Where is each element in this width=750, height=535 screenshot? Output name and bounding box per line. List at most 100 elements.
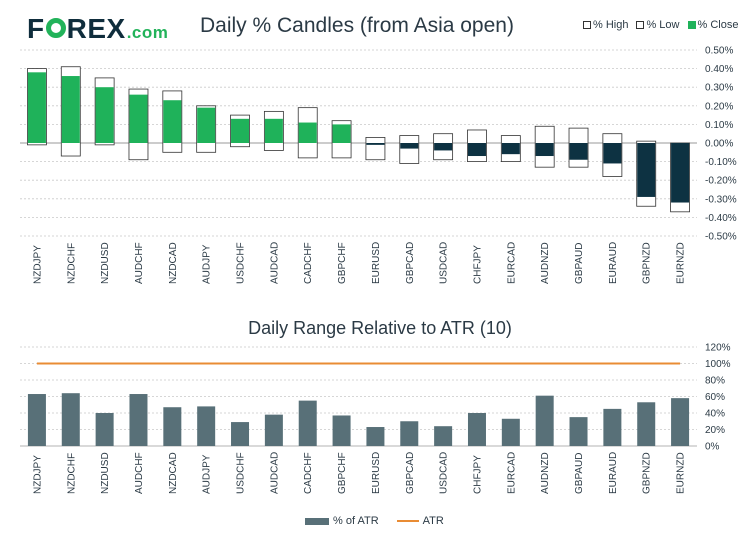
candle-category-label: GBPNZD bbox=[642, 242, 653, 284]
atr-category-label: NZDCHF bbox=[66, 453, 77, 494]
legend-atr-bar: % of ATR bbox=[305, 515, 379, 527]
candle-body bbox=[637, 143, 656, 197]
atr-bar bbox=[264, 414, 283, 446]
atr-ytick-label: 120% bbox=[705, 343, 731, 354]
candle-ytick-label: -0.10% bbox=[705, 157, 737, 168]
candle-range bbox=[399, 135, 420, 164]
candles-title: Daily % Candles (from Asia open) bbox=[200, 14, 514, 37]
forex-logo: F REX.com bbox=[27, 13, 168, 49]
candle-body bbox=[129, 94, 148, 143]
candle-body bbox=[27, 72, 46, 143]
candle-category-label: EURNZD bbox=[676, 242, 687, 284]
candle-body bbox=[95, 87, 114, 143]
atr-category-label: NZDUSD bbox=[100, 452, 111, 494]
candle-category-label: EURCAD bbox=[506, 242, 517, 284]
logo-prefix: F bbox=[27, 13, 45, 44]
atr-category-label: EURAUD bbox=[608, 452, 619, 494]
atr-ytick-label: 40% bbox=[705, 409, 725, 420]
candle-body bbox=[163, 100, 182, 143]
candle-category-label: GBPCHF bbox=[337, 242, 348, 284]
legend-atr-bar-label: % of ATR bbox=[333, 515, 379, 527]
legend-high-swatch bbox=[583, 21, 591, 29]
candle-category-label: AUDJPY bbox=[202, 244, 213, 284]
candle-ytick-label: -0.50% bbox=[705, 232, 737, 243]
atr-ytick-label: 100% bbox=[705, 359, 731, 370]
candle-body bbox=[535, 143, 554, 157]
atr-category-label: GBPCHF bbox=[337, 452, 348, 494]
candle-body bbox=[61, 76, 80, 143]
logo-suffix: REX bbox=[66, 13, 126, 44]
atr-bar bbox=[671, 398, 690, 446]
candle-ytick-label: 0.00% bbox=[705, 139, 733, 150]
candle-ytick-label: 0.50% bbox=[705, 46, 733, 57]
atr-category-label: AUDNZD bbox=[540, 452, 551, 494]
atr-category-label: GBPNZD bbox=[642, 452, 653, 494]
atr-bar bbox=[501, 418, 520, 446]
candle-ytick-label: -0.30% bbox=[705, 194, 737, 205]
atr-bar bbox=[467, 413, 486, 446]
legend-high-label: % High bbox=[593, 19, 629, 31]
atr-category-label: CHFJPY bbox=[472, 455, 483, 494]
candle-category-label: NZDCHF bbox=[66, 243, 77, 284]
atr-category-label: USDCAD bbox=[439, 452, 450, 494]
legend-atr-line: ATR bbox=[396, 515, 444, 527]
legend-close: % Close bbox=[687, 19, 738, 31]
candle-body bbox=[501, 143, 520, 155]
candle-category-label: AUDCAD bbox=[269, 242, 280, 284]
candle-ytick-label: -0.20% bbox=[705, 176, 737, 187]
atr-category-label: EURUSD bbox=[371, 452, 382, 494]
atr-category-label: USDCHF bbox=[236, 452, 247, 494]
legend-atr-bar-swatch bbox=[305, 517, 329, 525]
atr-bar bbox=[27, 394, 46, 446]
atr-category-label: AUDCHF bbox=[134, 452, 145, 494]
atr-category-label: AUDCAD bbox=[269, 452, 280, 494]
candle-category-label: EURAUD bbox=[608, 242, 619, 284]
legend-low-label: % Low bbox=[646, 19, 680, 31]
logo-dotcom: .com bbox=[126, 23, 169, 42]
legend-atr-line-swatch bbox=[396, 520, 419, 522]
atr-bar bbox=[61, 393, 80, 446]
legend-low: % Low bbox=[636, 19, 680, 31]
candle-body bbox=[671, 143, 690, 203]
candle-category-label: USDCHF bbox=[236, 242, 247, 284]
candle-body bbox=[231, 118, 250, 143]
atr-bar bbox=[231, 422, 250, 446]
candles-legend: % High % Low % Close bbox=[583, 19, 738, 31]
candle-category-label: EURUSD bbox=[371, 242, 382, 284]
atr-title: Daily Range Relative to ATR (10) bbox=[248, 318, 512, 338]
atr-bar bbox=[298, 400, 317, 446]
atr-ytick-label: 80% bbox=[705, 376, 725, 387]
candle-body bbox=[366, 143, 385, 145]
atr-bar bbox=[569, 417, 588, 446]
atr-legend: % of ATR ATR bbox=[305, 515, 444, 527]
atr-bar bbox=[434, 426, 453, 446]
atr-ytick-label: 60% bbox=[705, 392, 725, 403]
atr-category-label: EURCAD bbox=[506, 452, 517, 494]
candle-ytick-label: 0.30% bbox=[705, 83, 733, 94]
atr-category-label: GBPAUD bbox=[574, 453, 585, 495]
candle-category-label: CHFJPY bbox=[472, 245, 483, 284]
candle-category-label: AUDCHF bbox=[134, 242, 145, 284]
atr-bar bbox=[332, 415, 351, 446]
atr-bar bbox=[163, 407, 182, 446]
candle-category-label: USDCAD bbox=[439, 242, 450, 284]
atr-category-label: EURNZD bbox=[676, 452, 687, 494]
legend-atr-line-label: ATR bbox=[422, 515, 444, 527]
candle-category-label: NZDCAD bbox=[168, 242, 179, 284]
candle-category-label: GBPCAD bbox=[405, 242, 416, 284]
atr-bar bbox=[366, 427, 385, 446]
candle-body bbox=[603, 143, 622, 164]
candle-category-label: NZDUSD bbox=[100, 242, 111, 284]
atr-bar bbox=[400, 421, 419, 446]
atr-category-label: AUDJPY bbox=[202, 454, 213, 494]
atr-bar bbox=[129, 394, 148, 446]
atr-category-label: CADCHF bbox=[303, 452, 314, 494]
candle-ytick-label: 0.20% bbox=[705, 101, 733, 112]
candle-ytick-label: 0.10% bbox=[705, 120, 733, 131]
candle-category-label: NZDJPY bbox=[32, 245, 43, 284]
candle-body bbox=[298, 122, 317, 143]
logo-ring-icon bbox=[45, 18, 66, 38]
candle-body bbox=[467, 143, 486, 157]
candle-body bbox=[434, 143, 453, 151]
